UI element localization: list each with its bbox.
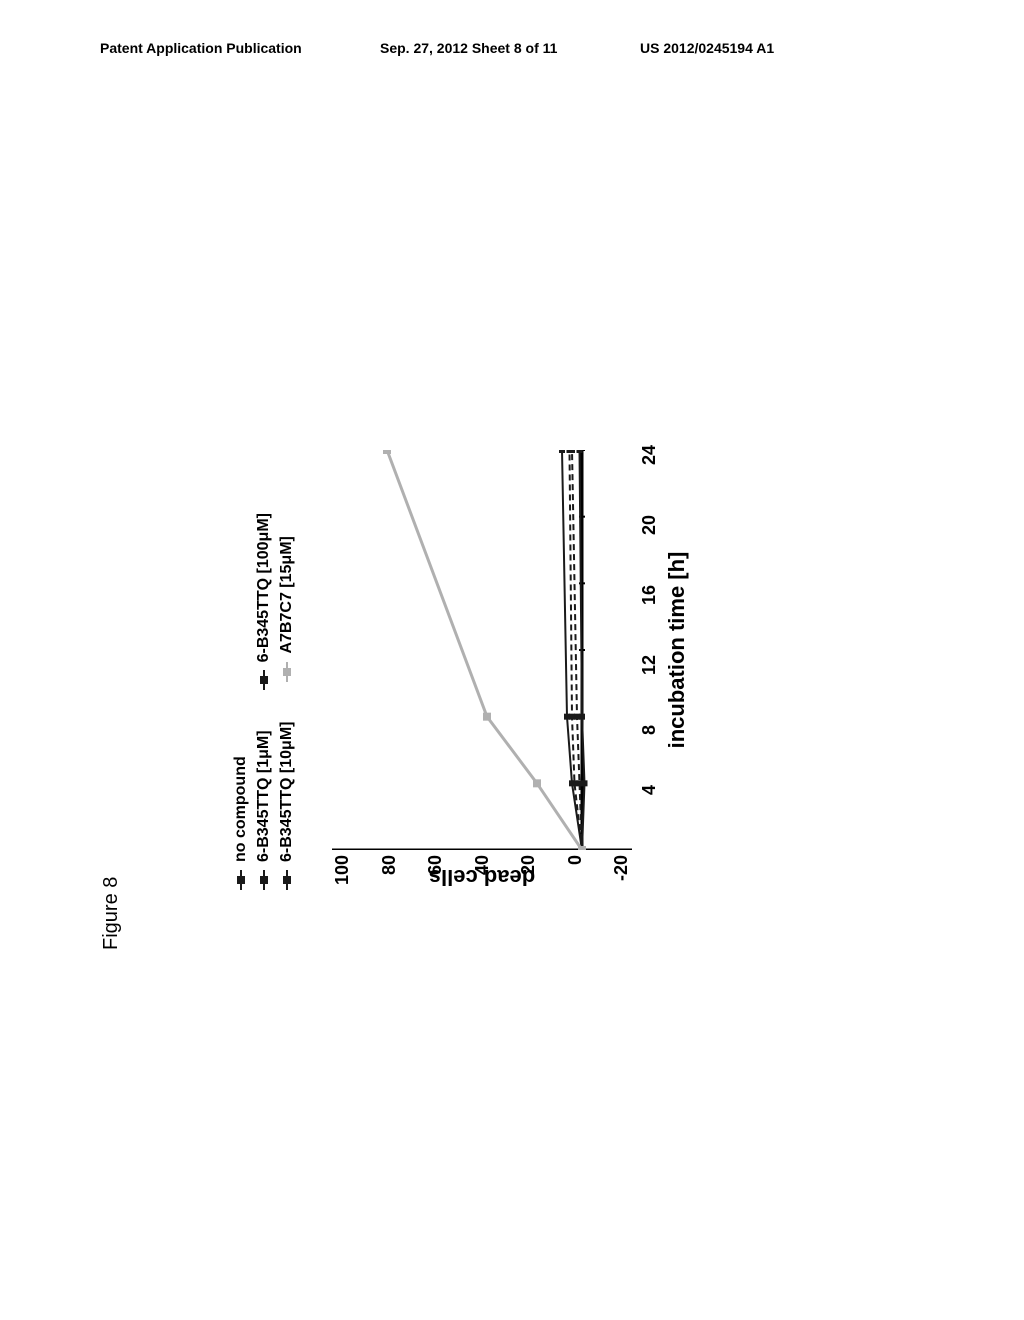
header-right: US 2012/0245194 A1 bbox=[640, 40, 774, 56]
chart-container: no compound 6-B345TTQ [1μM] 6-B345TTQ [1… bbox=[312, 410, 712, 910]
figure-label: Figure 8 bbox=[100, 877, 123, 950]
x-tick: 8 bbox=[639, 725, 660, 735]
y-tick: 100 bbox=[332, 855, 353, 895]
legend-label: 6-B345TTQ [10μM] bbox=[278, 722, 296, 862]
y-tick: -20 bbox=[611, 855, 632, 895]
chart-area: dead cells 100 80 60 40 20 0 -20 4 8 12 … bbox=[332, 450, 632, 850]
x-tick: 24 bbox=[639, 445, 660, 465]
plot-svg bbox=[332, 450, 632, 850]
x-axis-ticks: 4 8 12 16 20 24 bbox=[639, 450, 660, 850]
x-tick: 4 bbox=[639, 785, 660, 795]
legend-item: 6-B345TTQ [1μM] bbox=[255, 730, 273, 890]
y-tick: 40 bbox=[472, 855, 493, 895]
x-tick: 12 bbox=[639, 655, 660, 675]
y-tick: 20 bbox=[518, 855, 539, 895]
header-center: Sep. 27, 2012 Sheet 8 of 11 bbox=[380, 40, 557, 56]
y-axis-ticks: 100 80 60 40 20 0 -20 bbox=[332, 855, 632, 895]
legend-label: no compound bbox=[232, 756, 250, 862]
chart-legend: no compound 6-B345TTQ [1μM] 6-B345TTQ [1… bbox=[232, 513, 301, 890]
header-left: Patent Application Publication bbox=[100, 40, 302, 56]
x-tick: 16 bbox=[639, 585, 660, 605]
y-tick: 80 bbox=[379, 855, 400, 895]
x-tick: 20 bbox=[639, 515, 660, 535]
legend-label: 6-B345TTQ [1μM] bbox=[255, 730, 273, 862]
legend-item: 6-B345TTQ [10μM] bbox=[278, 722, 296, 890]
y-tick: 0 bbox=[565, 855, 586, 895]
legend-label: A7B7C7 [15μM] bbox=[278, 536, 296, 653]
legend-label: 6-B345TTQ [100μM] bbox=[255, 513, 273, 662]
x-axis-label: incubation time [h] bbox=[664, 552, 690, 749]
legend-item: A7B7C7 [15μM] bbox=[278, 536, 296, 681]
legend-item: no compound bbox=[232, 756, 250, 890]
y-tick: 60 bbox=[425, 855, 446, 895]
legend-item: 6-B345TTQ [100μM] bbox=[255, 513, 273, 690]
